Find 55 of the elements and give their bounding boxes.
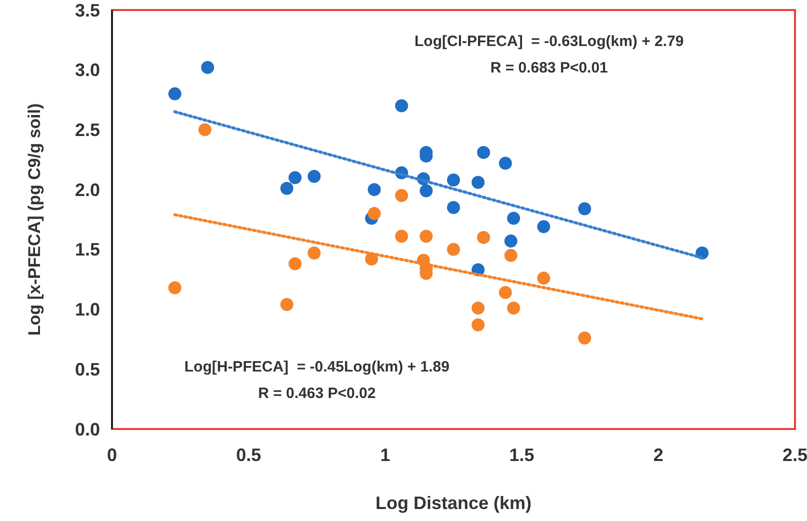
annotation: Log[H-PFECA] = -0.45Log(km) + 1.89 — [184, 358, 450, 376]
annotation: R = 0.683 P<0.01 — [490, 59, 608, 76]
point — [504, 234, 518, 248]
point — [504, 248, 518, 262]
point — [288, 257, 302, 270]
y-tick-label: 1.0 — [74, 300, 100, 320]
point — [498, 156, 512, 170]
y-tick-label: 3.0 — [74, 60, 100, 80]
point — [447, 242, 460, 256]
x-tick-label: 1 — [380, 445, 390, 465]
x-axis-title: Log Distance (km) — [375, 493, 532, 513]
x-tick-label: 0 — [106, 445, 118, 465]
point — [168, 87, 182, 100]
x-tick-label: 2 — [653, 445, 664, 465]
point — [498, 286, 512, 300]
point — [198, 123, 212, 136]
y-tick-label: 2.0 — [74, 180, 100, 200]
point — [537, 220, 550, 234]
point — [472, 318, 485, 332]
x-tick-label: 2.5 — [782, 445, 807, 465]
y-tick-label: 1.5 — [74, 240, 100, 260]
point — [477, 146, 490, 159]
point — [201, 60, 214, 74]
point — [447, 173, 460, 186]
y-tick-label: 3.5 — [74, 0, 100, 20]
annotation: Log[Cl-PFECA] = -0.63Log(km) + 2.79 — [414, 32, 684, 50]
y-axis-title: Log [x-PFECA] (pg C9/g soil) — [25, 103, 44, 336]
point — [308, 246, 321, 260]
x-tick-label: 0.5 — [236, 445, 262, 465]
point — [288, 171, 302, 184]
point — [280, 182, 294, 195]
point — [395, 230, 408, 243]
point — [368, 183, 381, 196]
point — [578, 332, 592, 345]
y-tick-label: 2.5 — [74, 120, 100, 140]
point — [420, 184, 433, 198]
point — [578, 202, 592, 216]
point — [308, 170, 321, 183]
point — [477, 230, 490, 244]
x-tick-label: 1.5 — [509, 445, 534, 465]
point — [447, 201, 460, 214]
y-tick-label: 0.5 — [74, 359, 100, 380]
point — [507, 212, 520, 225]
point — [395, 99, 408, 112]
point — [395, 189, 408, 202]
point — [168, 281, 182, 294]
point — [507, 302, 520, 315]
annotation: R = 0.463 P<0.02 — [258, 384, 376, 402]
point — [472, 176, 485, 189]
point — [537, 272, 550, 285]
y-tick-label: 0.0 — [74, 419, 100, 440]
point — [420, 230, 433, 243]
point — [472, 302, 485, 315]
point — [280, 298, 294, 311]
point — [368, 207, 381, 220]
